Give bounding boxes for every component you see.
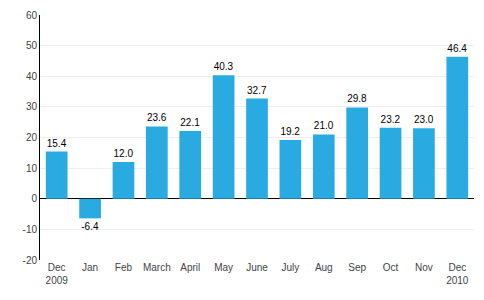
svg-text:46.4: 46.4 [447,43,467,54]
svg-text:Dec2009: Dec2009 [46,262,69,286]
svg-text:29.8: 29.8 [347,93,367,104]
svg-text:50: 50 [26,40,38,51]
svg-text:Nov: Nov [415,262,433,273]
svg-text:21.0: 21.0 [314,120,334,131]
svg-text:60: 60 [26,10,38,21]
svg-text:0: 0 [31,193,37,204]
svg-text:Jan: Jan [82,262,98,273]
svg-text:-20: -20 [23,255,38,266]
svg-text:July: July [281,262,299,273]
svg-text:40: 40 [26,71,38,82]
svg-text:Oct: Oct [383,262,399,273]
svg-text:-10: -10 [23,224,38,235]
svg-text:Dec2010: Dec2010 [446,262,469,286]
svg-text:Feb: Feb [115,262,133,273]
svg-text:23.6: 23.6 [147,112,167,123]
svg-text:19.2: 19.2 [280,126,300,137]
svg-text:May: May [214,262,233,273]
svg-text:23.2: 23.2 [381,114,401,125]
svg-text:23.0: 23.0 [414,114,434,125]
svg-text:Sep: Sep [348,262,366,273]
svg-text:April: April [180,262,200,273]
svg-text:30: 30 [26,101,38,112]
svg-text:15.4: 15.4 [47,138,67,149]
svg-text:32.7: 32.7 [247,85,267,96]
svg-text:40.3: 40.3 [214,61,234,72]
svg-text:Aug: Aug [315,262,333,273]
svg-text:-6.4: -6.4 [81,221,99,232]
svg-text:20: 20 [26,132,38,143]
svg-text:June: June [246,262,268,273]
svg-text:March: March [143,262,171,273]
svg-text:12.0: 12.0 [114,148,134,159]
svg-text:10: 10 [26,163,38,174]
svg-text:22.1: 22.1 [180,117,200,128]
